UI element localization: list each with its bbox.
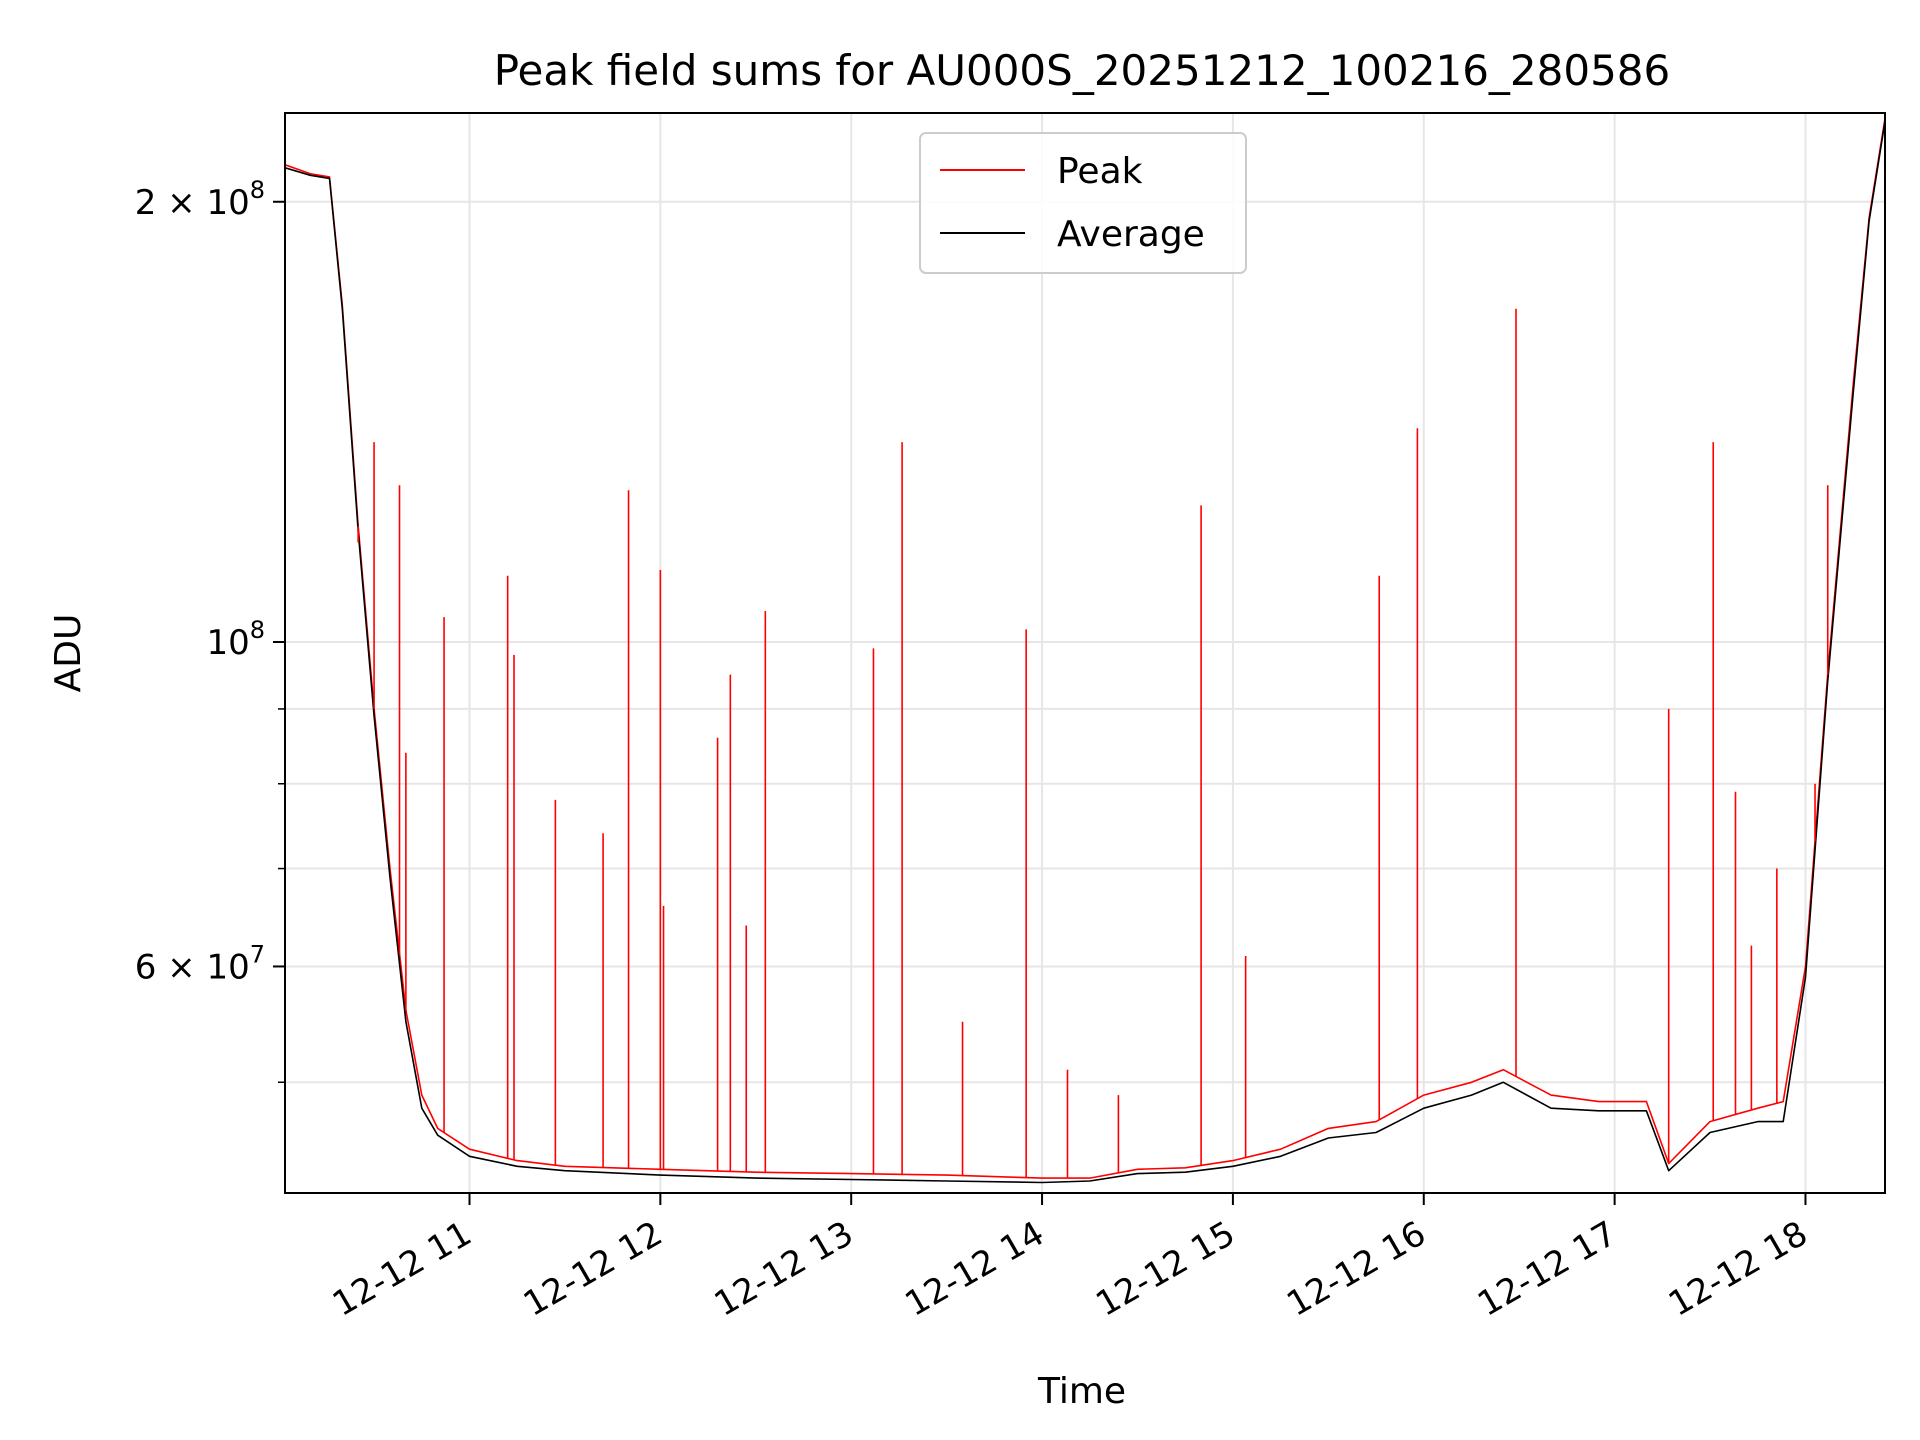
series-layer — [285, 118, 1885, 1184]
plot-area — [285, 118, 1885, 1184]
y-tick-label: 2 × 108 — [135, 176, 265, 223]
x-axis-label: Time — [1037, 1371, 1126, 1412]
legend-label-average: Average — [1057, 214, 1205, 255]
plot-frame — [284, 112, 1886, 1194]
y-axis: 2 × 108 108 6 × 107 — [135, 176, 285, 1084]
legend-frame — [919, 132, 1247, 274]
legend: Peak Average — [919, 132, 1247, 274]
chart-title: Peak field sums for AU000S_20251212_1002… — [494, 46, 1671, 95]
y-axis-label: ADU — [48, 614, 89, 693]
series-line-peak — [285, 118, 1885, 1179]
series-line-average — [285, 121, 1885, 1184]
grid — [285, 113, 1885, 1193]
y-tick-label: 6 × 107 — [135, 940, 265, 987]
legend-label-peak: Peak — [1057, 151, 1143, 192]
y-tick-label: 108 — [206, 616, 265, 663]
